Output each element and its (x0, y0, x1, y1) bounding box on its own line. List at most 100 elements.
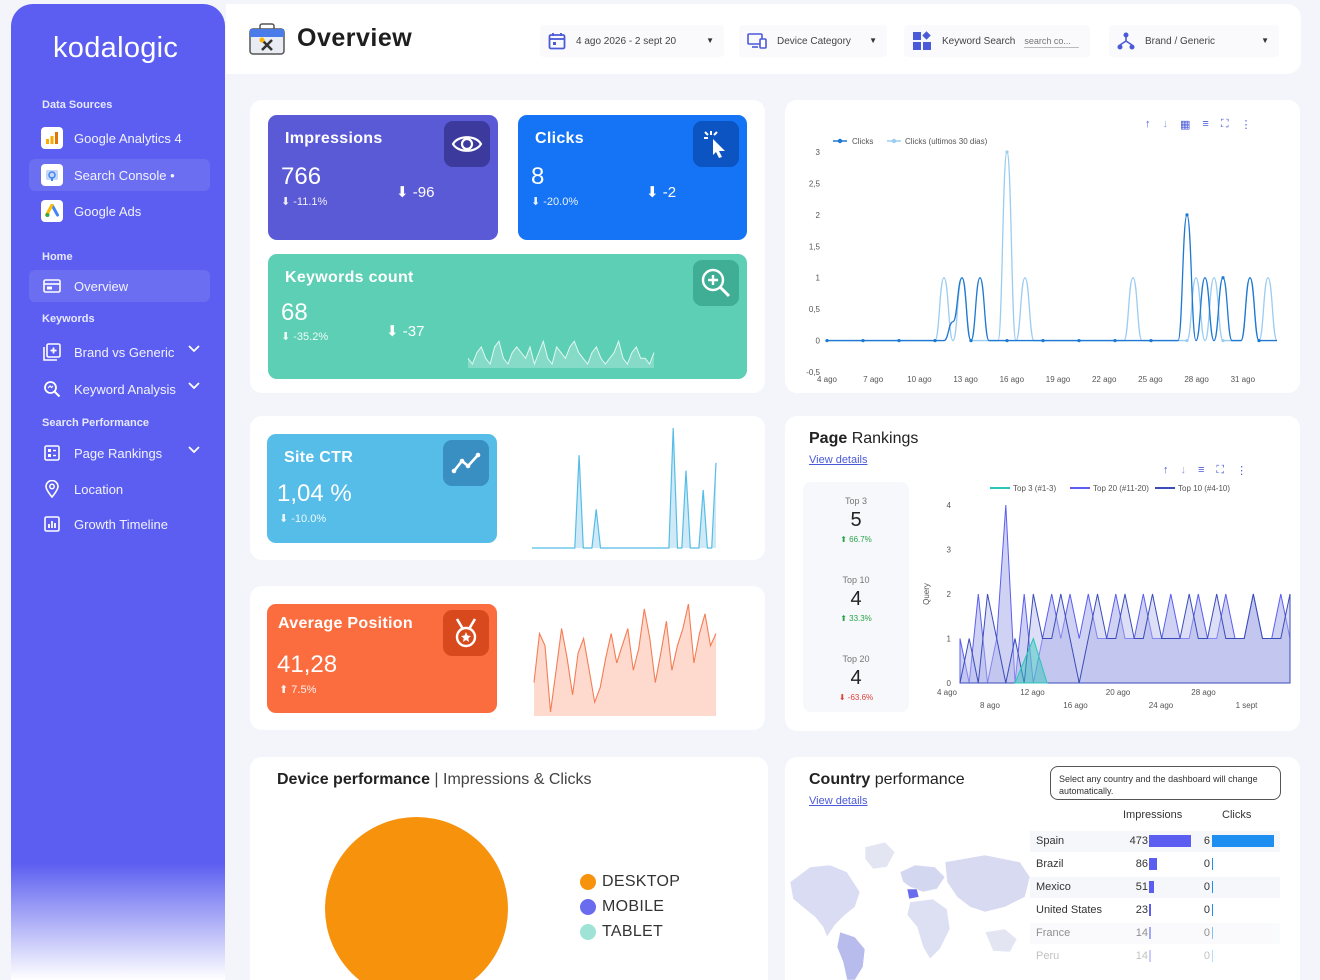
device-title: Device performance | Impressions & Click… (277, 771, 592, 788)
clicks-bar (1212, 950, 1213, 962)
series-point (1221, 276, 1225, 280)
series-area-top10 (959, 593, 1291, 684)
world-map[interactable] (785, 837, 1030, 980)
legend-label: Top 3 (#1-3) (1013, 484, 1056, 493)
clicks-bar (1212, 881, 1213, 893)
series-point (897, 338, 901, 343)
section-label-search-performance: Search Performance (42, 417, 149, 429)
table-row[interactable]: Spain 473 6 (1030, 831, 1280, 852)
page-rankings-view-details-link[interactable]: View details (809, 454, 868, 466)
toolbox-icon (249, 23, 285, 55)
table-row[interactable]: United States 23 0 (1030, 900, 1280, 921)
sort-down-icon[interactable]: ↓ (1162, 118, 1169, 130)
y-tick-label: 1,5 (809, 242, 821, 251)
sidebar-item-search-console[interactable]: Search Console • (29, 159, 210, 191)
series-point (1113, 338, 1117, 343)
series-point (1041, 338, 1045, 343)
table-row[interactable]: Mexico 51 0 (1030, 877, 1280, 898)
x-tick-label: 12 ago (1020, 688, 1045, 697)
sidebar-item-brand-vs-generic[interactable]: Brand vs Generic (29, 336, 210, 368)
sidebar-item-google-ads[interactable]: Google Ads (29, 195, 210, 227)
page-rankings-title: Page Rankings (809, 430, 919, 447)
calendar-icon (548, 33, 566, 50)
sort-up-icon[interactable]: ↑ (1145, 118, 1151, 130)
x-tick-label: 22 ago (1092, 375, 1117, 384)
sidebar-item-page-rankings[interactable]: Page Rankings (29, 437, 210, 469)
clicks-card[interactable]: Clicks 8 ⬇ -20.0% ⬇ -2 (518, 115, 747, 240)
y-tick-label: 0 (947, 679, 952, 688)
impressions-bar (1149, 904, 1151, 916)
sidebar-item-label: Location (74, 481, 124, 497)
brand-generic-selector[interactable]: Brand / Generic ▼ (1109, 25, 1279, 57)
legend-desktop: DESKTOP (580, 873, 680, 891)
branch-icon (1117, 32, 1135, 50)
avg-position-title: Average Position (278, 615, 413, 632)
y-tick-label: -0,5 (806, 368, 820, 377)
legend-tablet: TABLET (580, 923, 663, 941)
site-ctr-panel: Site CTR 1,04 % ⬇ -10.0% (250, 416, 765, 560)
device-category-value: Device Category (777, 35, 851, 47)
keyword-search-input[interactable] (1024, 34, 1080, 48)
y-tick-label: 3 (816, 148, 821, 157)
logo: kodalogic (53, 32, 179, 64)
sidebar-item-location[interactable]: Location (29, 473, 210, 505)
col-impressions-header: Impressions (1123, 809, 1183, 821)
sidebar-item-label: Google Analytics 4 (74, 130, 182, 146)
widgets-icon (913, 31, 931, 50)
filter-icon[interactable]: ≡ (1202, 118, 1209, 130)
chevron-down-icon[interactable] (188, 446, 200, 454)
country-view-details-link[interactable]: View details (809, 795, 868, 807)
header: Overview 4 ago 2026 - 2 sept 20 ▼ Device… (226, 4, 1301, 74)
bar-chart-icon (41, 513, 63, 535)
table-row[interactable]: Peru 14 0 (1030, 946, 1280, 967)
date-range-selector[interactable]: 4 ago 2026 - 2 sept 20 ▼ (540, 25, 724, 57)
drill-icon[interactable]: ▦ (1180, 119, 1191, 131)
y-tick-label: 0,5 (809, 305, 821, 314)
x-tick-label: 7 ago (863, 375, 884, 384)
sort-up-icon[interactable]: ↑ (1163, 464, 1169, 476)
magnifier-icon (41, 378, 63, 400)
page-list-icon (41, 442, 63, 464)
caret-down-icon: ▼ (869, 36, 877, 45)
site-ctr-card[interactable]: Site CTR 1,04 % ⬇ -10.0% (267, 434, 497, 543)
impressions-card[interactable]: Impressions 766 ⬇ -11.1% ⬇ -96 (268, 115, 498, 240)
impressions-pct-change: ⬇ -11.1% (281, 196, 328, 208)
avg-position-card[interactable]: Average Position 41,28 ⬆ 7.5% (267, 604, 497, 713)
caret-down-icon: ▼ (706, 36, 714, 45)
keywords-sparkline (467, 339, 655, 368)
sidebar-item-growth-timeline[interactable]: Growth Timeline (29, 508, 210, 540)
more-icon[interactable]: ⋮ (1236, 465, 1248, 477)
sidebar-item-overview[interactable]: Overview (29, 270, 210, 302)
y-tick-label: 2 (816, 211, 821, 220)
clicks-bar (1212, 927, 1213, 939)
x-tick-label: 16 ago (1063, 701, 1088, 710)
sort-down-icon[interactable]: ↓ (1180, 464, 1187, 476)
clicks-title: Clicks (535, 130, 584, 147)
fullscreen-icon[interactable]: ⛶ (1220, 118, 1229, 130)
device-category-selector[interactable]: Device Category ▼ (739, 25, 887, 57)
sidebar-item-label: Brand vs Generic (74, 344, 175, 360)
series-point (861, 338, 865, 343)
rank-box-top10: Top 10 4 ⬆ 33.3% (840, 575, 872, 623)
avg-position-pct-change: ⬆ 7.5% (279, 684, 317, 696)
keywords-count-card[interactable]: Keywords count 68 ⬇ -35.2% ⬇ -37 (268, 254, 747, 379)
sidebar-item-google-analytics[interactable]: Google Analytics 4 (29, 122, 210, 154)
site-ctr-title: Site CTR (284, 449, 354, 466)
legend-label: Top 20 (#11-20) (1093, 484, 1149, 493)
clicks-pct-change: ⬇ -20.0% (531, 196, 579, 208)
x-tick-label: 19 ago (1046, 375, 1071, 384)
table-row[interactable]: France 14 0 (1030, 923, 1280, 944)
sidebar-item-keyword-analysis[interactable]: Keyword Analysis (29, 373, 210, 405)
keywords-title: Keywords count (285, 269, 414, 286)
chevron-down-icon[interactable] (188, 382, 200, 390)
legend-marker-clicks-30d (891, 138, 897, 144)
section-label-home: Home (42, 251, 73, 263)
filter-icon[interactable]: ≡ (1198, 464, 1205, 476)
x-tick-label: 13 ago (953, 375, 978, 384)
pointer-click-icon (693, 121, 739, 167)
chevron-down-icon[interactable] (188, 345, 200, 353)
fullscreen-icon[interactable]: ⛶ (1216, 464, 1225, 476)
more-icon[interactable]: ⋮ (1240, 119, 1252, 131)
x-tick-label: 1 sept (1236, 701, 1259, 710)
table-row[interactable]: Brazil 86 0 (1030, 854, 1280, 875)
